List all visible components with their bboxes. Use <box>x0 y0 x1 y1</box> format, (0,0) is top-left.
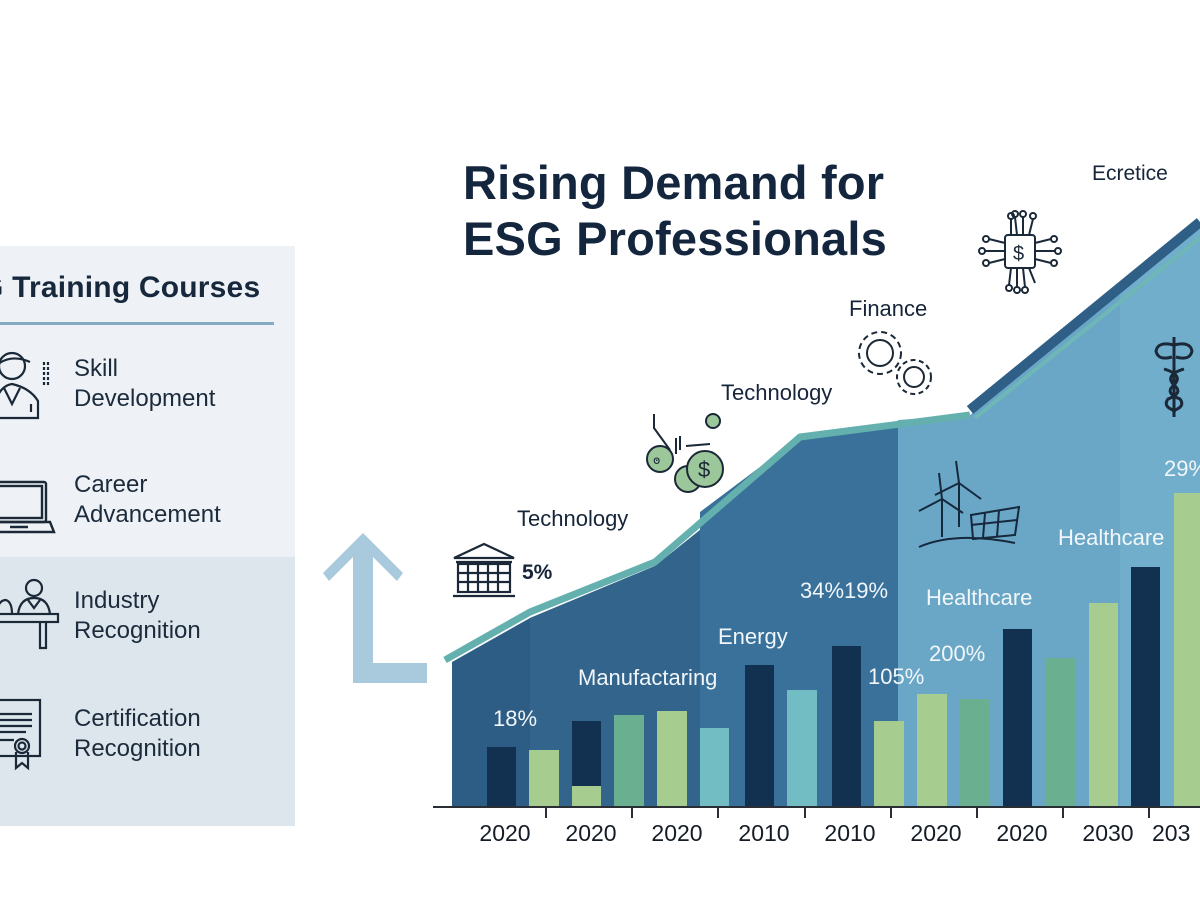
people-at-desk-icon <box>0 578 60 650</box>
x-axis-label: 2010 <box>738 820 790 846</box>
coins-icon: $ ꙩ <box>646 413 724 493</box>
course-label-line2: Recognition <box>74 617 201 644</box>
bar <box>700 728 729 807</box>
wind-solar-icon <box>918 460 1021 548</box>
course-label-line1: Industry <box>74 587 160 614</box>
label-technology-upper: Technology <box>721 380 833 405</box>
x-tick <box>631 808 633 818</box>
x-tick <box>545 808 547 818</box>
x-axis-label: 2020 <box>996 820 1048 846</box>
chart-title-line1: Rising Demand for <box>463 156 885 209</box>
up-arrow-icon <box>323 533 427 683</box>
panel-lower-section <box>0 557 295 826</box>
panel-title: G Training Courses <box>0 271 261 304</box>
course-label-line2: Development <box>74 385 216 412</box>
bar <box>787 690 817 807</box>
label-pct-29: 29% <box>1164 456 1200 481</box>
course-label-line1: Career <box>74 471 148 498</box>
bar <box>614 715 644 807</box>
panel-divider <box>0 322 274 325</box>
course-item-certification-recognition: Certification Recognition <box>0 694 295 774</box>
chip-dollar-icon: $ <box>978 210 1062 294</box>
laptop-icon <box>0 480 56 534</box>
certificate-icon <box>0 698 42 771</box>
course-label-line2: Recognition <box>74 735 201 762</box>
bar <box>657 711 687 807</box>
svg-text:$: $ <box>1013 243 1024 265</box>
course-label-line1: Skill <box>74 355 119 382</box>
bar <box>1046 658 1076 807</box>
bar <box>832 646 861 807</box>
caduceus-icon <box>1154 337 1194 417</box>
bar <box>1174 493 1200 807</box>
bar <box>529 750 559 807</box>
x-axis-label: 2030 <box>1082 820 1134 846</box>
x-axis-label: 203 <box>1152 820 1191 846</box>
label-healthcare-2: Healthcare <box>1058 525 1165 550</box>
training-courses-panel: G Training Courses Skill Development <box>0 246 295 826</box>
label-energy: Energy <box>718 624 788 649</box>
bar <box>1131 567 1160 807</box>
x-tick <box>890 808 892 818</box>
course-item-career-advancement: Career Advancement <box>0 460 295 540</box>
label-pct-5: 5% <box>522 561 553 584</box>
label-ecretice: Ecretice <box>1092 162 1168 185</box>
bar <box>874 721 904 807</box>
label-pct-18: 18% <box>493 706 538 731</box>
chart-title: Rising Demand for ESG Professionals <box>463 155 887 267</box>
x-axis-label: 2020 <box>565 820 617 846</box>
x-axis-label: 2020 <box>910 820 962 846</box>
bank-icon <box>453 542 515 598</box>
gears-icon <box>858 331 932 395</box>
x-tick <box>717 808 719 818</box>
x-axis-label: 2010 <box>824 820 876 846</box>
bar <box>917 694 947 807</box>
course-item-industry-recognition: Industry Recognition <box>0 576 295 656</box>
label-pct-105: 105% <box>868 664 925 689</box>
bar <box>960 699 990 807</box>
bar <box>1003 629 1032 807</box>
svg-text:$: $ <box>698 457 710 482</box>
label-pct-34-19: 34%19% <box>800 578 889 603</box>
label-manufacturing: Manufactaring <box>578 665 718 690</box>
course-label-line1: Certification <box>74 705 201 732</box>
x-tick <box>976 808 978 818</box>
svg-text:ꙩ: ꙩ <box>653 453 660 467</box>
x-axis-label: 2020 <box>479 820 531 846</box>
x-axis-line <box>433 806 1200 808</box>
bar <box>1089 603 1118 807</box>
label-healthcare-1: Healthcare <box>926 585 1033 610</box>
label-technology-lower: Technology <box>517 506 629 531</box>
bar <box>745 665 774 807</box>
label-finance: Finance <box>849 296 928 321</box>
x-tick <box>804 808 806 818</box>
person-icon <box>0 351 50 420</box>
label-pct-200: 200% <box>929 641 986 666</box>
bar-stacked-base <box>572 786 601 807</box>
course-label-line2: Advancement <box>74 501 221 528</box>
x-tick <box>1062 808 1064 818</box>
bar <box>487 747 516 807</box>
chart-title-line2: ESG Professionals <box>463 212 887 265</box>
course-item-skill-development: Skill Development <box>0 346 295 426</box>
x-axis-label: 2020 <box>651 820 703 846</box>
x-tick <box>1148 808 1150 818</box>
